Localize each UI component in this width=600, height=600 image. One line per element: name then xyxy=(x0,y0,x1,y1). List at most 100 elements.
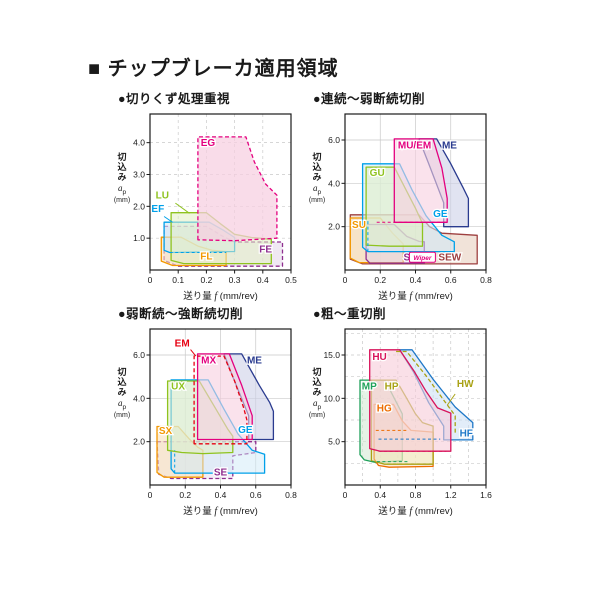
region-HW xyxy=(396,350,456,433)
chart-title: ●粗〜重切削 xyxy=(313,307,387,321)
y-axis-unit: (mm) xyxy=(308,411,326,419)
y-axis-label-text: 切込み xyxy=(116,367,127,397)
region-label-SX: SX xyxy=(159,426,173,437)
y-axis-symbol: ap xyxy=(117,398,127,411)
y-axis-label-text: 切込み xyxy=(311,367,322,397)
x-tick-label: 0.6 xyxy=(445,275,457,285)
y-axis-symbol: ap xyxy=(312,183,322,196)
chart-panel-chip-control: ●切りくず処理重視 切込み ap (mm) 0 0.1 0.2 0.3 0.4 0.5 1.… xyxy=(114,88,314,318)
x-axis-label: 送り量 f (mm/rev) xyxy=(150,288,291,302)
x-axis-unit: (mm/rev) xyxy=(219,291,258,302)
y-tick-label: 2.0 xyxy=(133,201,145,211)
region-label-HU: HU xyxy=(372,352,386,363)
y-axis-label: 切込み ap (mm) xyxy=(113,367,131,419)
region-label-LU: LU xyxy=(156,190,169,201)
label-leader-line xyxy=(190,349,197,357)
x-tick-label: 0.5 xyxy=(285,275,297,285)
y-tick-label: 6.0 xyxy=(133,350,145,360)
wiper-badge-label: Wiper xyxy=(413,255,431,262)
x-axis-symbol: f xyxy=(214,506,218,517)
y-axis-symbol: ap xyxy=(117,183,127,196)
region-label-MX: MX xyxy=(201,356,216,367)
plot-border xyxy=(149,113,292,271)
x-tick-label: 0.8 xyxy=(410,490,422,500)
x-tick-label: 0.1 xyxy=(172,275,184,285)
region-label-FL: FL xyxy=(200,251,212,262)
y-tick-label: 4.0 xyxy=(328,178,340,188)
chart-title: ●連続〜弱断続切削 xyxy=(313,92,426,106)
y-axis-unit: (mm) xyxy=(308,196,326,204)
region-label-HF: HF xyxy=(460,428,473,439)
x-tick-label: 0.6 xyxy=(250,490,262,500)
region-label-EF: EF xyxy=(151,204,164,215)
x-axis-symbol: f xyxy=(409,291,413,302)
y-axis-unit: (mm) xyxy=(113,411,131,419)
x-tick-label: 1.6 xyxy=(480,490,492,500)
y-tick-label: 1.0 xyxy=(133,233,145,243)
x-axis-label: 送り量 f (mm/rev) xyxy=(150,503,291,517)
x-tick-label: 0.2 xyxy=(374,275,386,285)
region-label-GU: GU xyxy=(370,168,385,179)
region-label-GE: GE xyxy=(238,425,253,436)
x-tick-label: 0.2 xyxy=(200,275,212,285)
label-leader-line xyxy=(446,393,456,406)
region-label-MU/EM: MU/EM xyxy=(398,141,431,152)
region-label-HW: HW xyxy=(457,379,474,390)
x-tick-label: 0.3 xyxy=(229,275,241,285)
y-tick-label: 3.0 xyxy=(133,169,145,179)
x-axis-label: 送り量 f (mm/rev) xyxy=(345,288,486,302)
y-tick-label: 2.0 xyxy=(133,437,145,447)
region-label-SE: SE xyxy=(214,467,228,478)
region-label-GE: GE xyxy=(433,209,448,220)
x-tick-label: 0 xyxy=(148,490,153,500)
y-tick-label: 6.0 xyxy=(328,135,340,145)
y-tick-label: 2.0 xyxy=(328,222,340,232)
region-HU xyxy=(369,349,452,452)
plot-chip-control: 0 0.1 0.2 0.3 0.4 0.5 1.0 2.0 3.0 4.0 EG LU EF FL FE xyxy=(133,113,297,285)
x-axis-unit: (mm/rev) xyxy=(414,291,453,302)
y-tick-label: 4.0 xyxy=(133,138,145,148)
region-label-EM: EM xyxy=(175,338,190,349)
y-axis-label: 切込み ap (mm) xyxy=(308,367,326,419)
chart-panel-light-to-heavy-interrupted: ●弱断続〜強断続切削 切込み ap (mm) 0 0.2 0.4 0.6 0.8 2.0 4… xyxy=(114,303,314,533)
x-tick-label: 0.4 xyxy=(215,490,227,500)
y-axis-label-text: 切込み xyxy=(311,152,322,182)
x-axis-unit: (mm/rev) xyxy=(414,506,453,517)
x-axis-unit: (mm/rev) xyxy=(219,506,258,517)
x-tick-label: 0.4 xyxy=(257,275,269,285)
region-label-HP: HP xyxy=(385,382,399,393)
x-tick-label: 0.4 xyxy=(374,490,386,500)
region-label-UX: UX xyxy=(171,382,185,393)
region-label-ME: ME xyxy=(442,141,457,152)
y-axis-unit: (mm) xyxy=(113,196,131,204)
wiper-badge xyxy=(408,251,436,263)
chart-title: ●弱断続〜強断続切削 xyxy=(118,307,244,321)
region-label-MP: MP xyxy=(362,382,377,393)
page-title: ■ チップブレーカ適用領域 xyxy=(88,58,339,80)
region-label-HG: HG xyxy=(377,403,392,414)
y-tick-label: 15.0 xyxy=(323,350,340,360)
plot-continuous-light-interrupted: 00.20.40.60.82.04.06.0GUMU/EMMEGESUSEWip… xyxy=(328,113,492,285)
x-tick-label: 0 xyxy=(343,490,348,500)
x-tick-label: 0.2 xyxy=(179,490,191,500)
region-label-ME: ME xyxy=(247,356,262,367)
x-axis-symbol: f xyxy=(214,291,218,302)
x-tick-label: 0.4 xyxy=(410,275,422,285)
region-label-EG: EG xyxy=(201,138,216,149)
y-tick-label: 10.0 xyxy=(323,393,340,403)
x-tick-label: 0.8 xyxy=(285,490,297,500)
chart-title: ●切りくず処理重視 xyxy=(118,92,231,106)
region-EG xyxy=(197,136,278,242)
region-label-FE: FE xyxy=(259,244,272,255)
y-tick-label: 4.0 xyxy=(133,393,145,403)
x-axis-label-text: 送り量 xyxy=(378,506,407,517)
region-MX xyxy=(196,353,253,441)
x-axis-label-text: 送り量 xyxy=(378,291,407,302)
plot-light-to-heavy-interrupted: 0 0.2 0.4 0.6 0.8 2.0 4.0 6.0 EM MX ME UX SX GE SE xyxy=(133,328,297,500)
y-axis-label: 切込み ap (mm) xyxy=(308,152,326,204)
y-axis-label: 切込み ap (mm) xyxy=(113,152,131,204)
label-leader-line xyxy=(175,202,190,214)
label-leader-line xyxy=(163,216,173,223)
region-label-SU: SU xyxy=(352,220,366,231)
